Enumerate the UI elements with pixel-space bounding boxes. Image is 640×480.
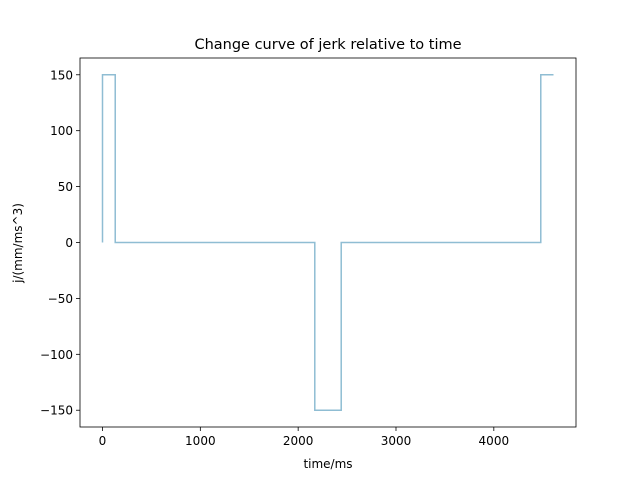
series-0-line (101, 74, 554, 411)
y-tick-label-1: −100 (40, 348, 73, 362)
x-tick-label-3: 3000 (381, 434, 412, 448)
y-tick-label-3: 0 (65, 236, 73, 250)
x-axis-label: time/ms (303, 457, 352, 471)
x-tick-label-2: 2000 (283, 434, 314, 448)
x-tick-label-4: 4000 (479, 434, 510, 448)
y-axis-label: j/(mm/ms^3) (11, 203, 25, 284)
y-axis-ticks: −150 −100 −50 0 50 100 150 (40, 68, 80, 418)
y-tick-label-6: 150 (50, 68, 73, 82)
x-tick-label-0: 0 (99, 434, 107, 448)
x-axis-ticks: 0 1000 2000 3000 4000 (99, 427, 509, 448)
series-layer (101, 74, 554, 411)
y-tick-label-2: −50 (48, 292, 73, 306)
y-tick-label-0: −150 (40, 404, 73, 418)
chart-title: Change curve of jerk relative to time (194, 37, 461, 53)
x-tick-label-1: 1000 (185, 434, 216, 448)
y-tick-label-4: 50 (58, 180, 73, 194)
y-tick-label-5: 100 (50, 124, 73, 138)
